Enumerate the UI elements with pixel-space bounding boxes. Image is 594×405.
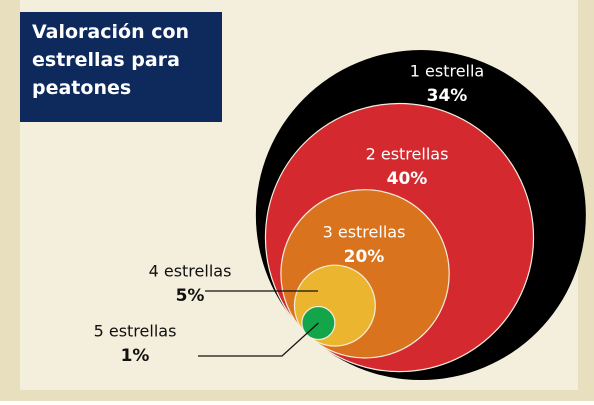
value-label: 34% <box>427 86 468 106</box>
chart-title: Valoración con estrellas para peatones <box>32 21 190 99</box>
value-label: 1% <box>121 346 150 366</box>
category-label: 2 estrellas <box>366 145 449 164</box>
value-label: 5% <box>176 286 205 306</box>
category-label: 4 estrellas <box>149 262 232 281</box>
title-wrap: Valoración con estrellas para peatones <box>32 21 190 99</box>
category-label: 3 estrellas <box>323 223 406 242</box>
value-label: 40% <box>387 169 428 189</box>
value-label: 20% <box>344 247 385 267</box>
category-label: 1 estrella <box>410 62 484 81</box>
leader-line <box>198 322 319 357</box>
title-box <box>20 12 222 122</box>
category-label: 5 estrellas <box>94 322 177 341</box>
